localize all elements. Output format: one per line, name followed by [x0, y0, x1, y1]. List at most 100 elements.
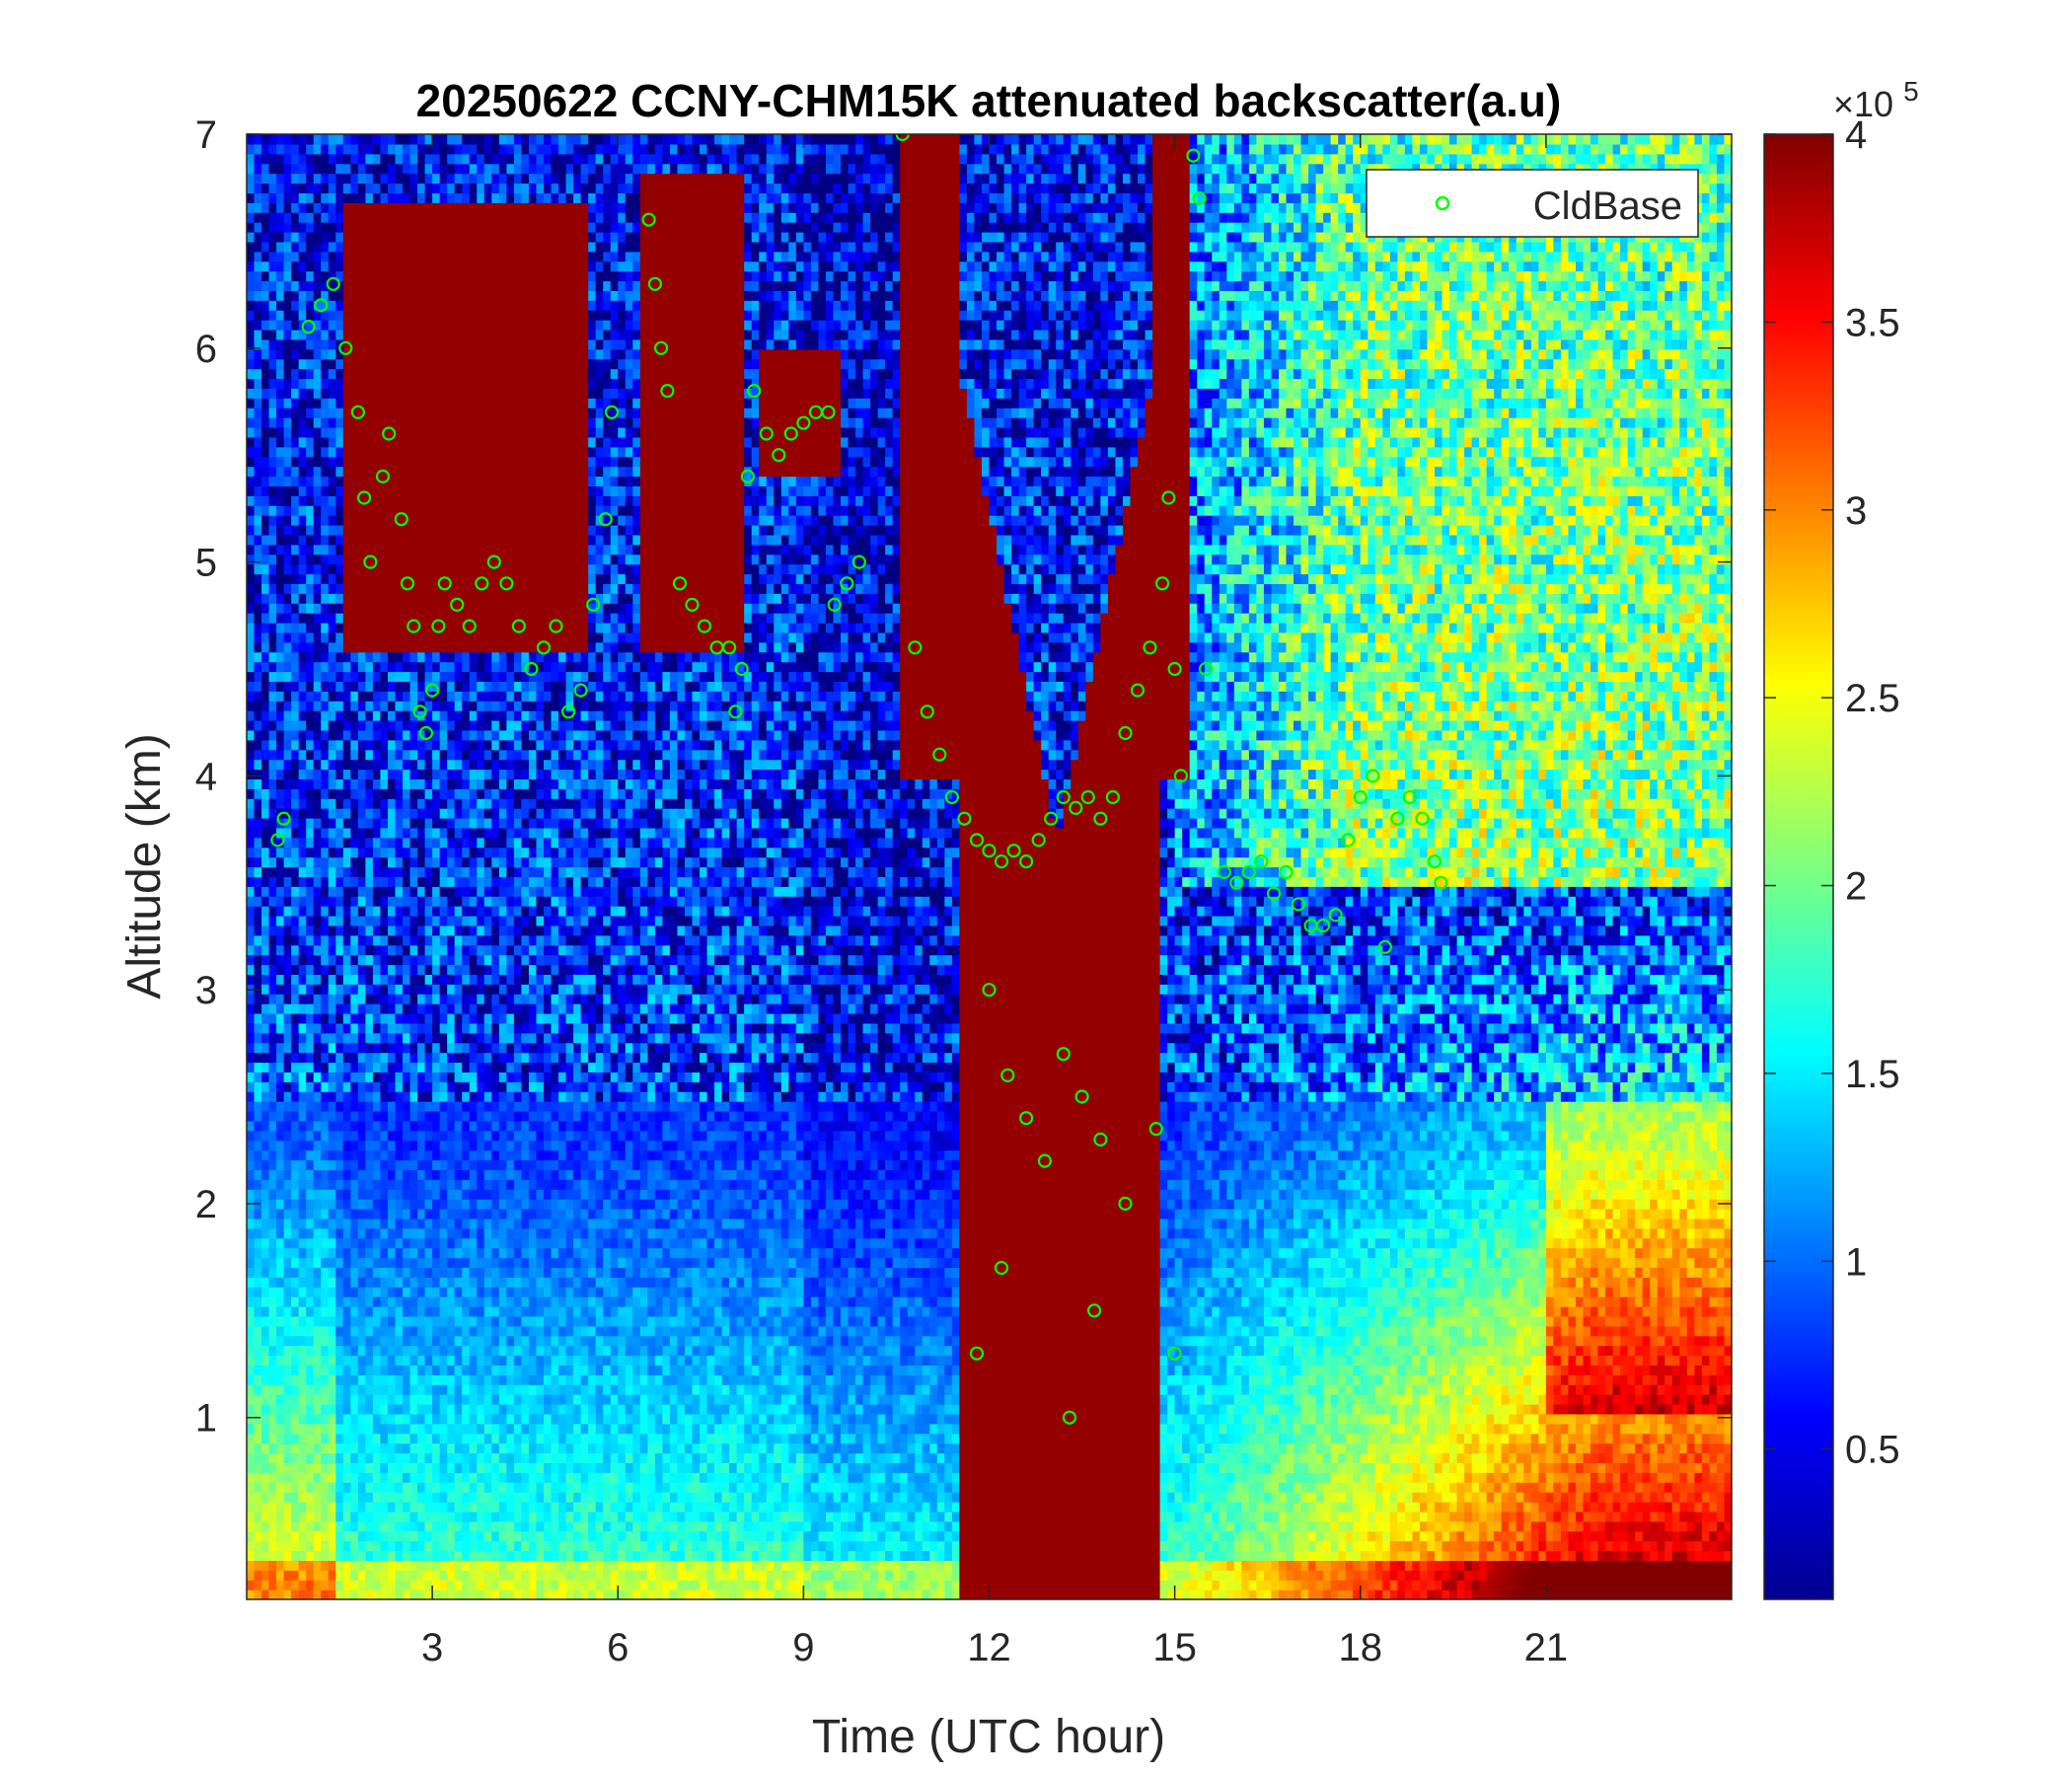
heatmap-cell: [469, 417, 478, 428]
heatmap-cell: [357, 456, 367, 468]
heatmap-cell: [291, 192, 300, 203]
heatmap-cell: [417, 1374, 426, 1385]
heatmap-cell: [328, 330, 336, 340]
heatmap-cell: [276, 290, 285, 301]
heatmap-cell: [469, 661, 478, 673]
heatmap-cell: [276, 183, 285, 193]
heatmap-cell: [283, 847, 292, 858]
heatmap-cell: [261, 446, 270, 458]
heatmap-cell: [254, 476, 262, 486]
heatmap-cell: [454, 818, 463, 829]
heatmap-cell: [372, 1130, 382, 1142]
heatmap-cell: [247, 1335, 256, 1347]
heatmap-cell: [454, 583, 463, 594]
heatmap-cell: [380, 691, 389, 702]
heatmap-cell: [276, 954, 285, 966]
heatmap-cell: [395, 701, 404, 711]
heatmap-cell: [380, 270, 389, 282]
heatmap-cell: [372, 1101, 382, 1112]
heatmap-cell: [417, 1120, 426, 1132]
heatmap-cell: [328, 1404, 336, 1415]
heatmap-cell: [403, 290, 411, 301]
heatmap-cell: [424, 1287, 433, 1297]
heatmap-cell: [417, 320, 426, 331]
heatmap-cell: [254, 525, 262, 536]
heatmap-cell: [424, 270, 433, 282]
heatmap-cell: [454, 798, 463, 809]
heatmap-cell: [268, 916, 277, 926]
heatmap-cell: [491, 1374, 500, 1385]
heatmap-cell: [321, 1560, 330, 1571]
heatmap-cell: [306, 1374, 315, 1385]
heatmap-cell: [321, 934, 330, 946]
heatmap-cell: [387, 563, 397, 575]
heatmap-cell: [254, 906, 262, 917]
heatmap-cell: [365, 876, 374, 887]
heatmap-cell: [454, 525, 463, 536]
heatmap-cell: [350, 1022, 359, 1034]
heatmap-cell: [321, 964, 330, 975]
heatmap-cell: [469, 1580, 478, 1591]
heatmap-cell: [417, 212, 426, 223]
heatmap-cell: [477, 876, 485, 887]
heatmap-cell: [291, 1482, 300, 1493]
heatmap-cell: [247, 1287, 256, 1297]
heatmap-cell: [365, 505, 374, 516]
heatmap-cell: [254, 338, 262, 350]
heatmap-cell: [462, 886, 471, 897]
heatmap-cell: [254, 1511, 262, 1522]
heatmap-cell: [409, 1315, 418, 1327]
heatmap-cell: [350, 495, 359, 506]
heatmap-cell: [409, 1296, 418, 1307]
heatmap-cell: [483, 661, 492, 673]
heatmap-cell: [306, 1052, 315, 1064]
heatmap-cell: [439, 856, 448, 868]
heatmap-cell: [417, 818, 426, 829]
heatmap-cell: [403, 1140, 411, 1151]
heatmap-cell: [283, 1091, 292, 1102]
heatmap-cell: [462, 1072, 471, 1082]
heatmap-cell: [372, 769, 382, 779]
heatmap-cell: [350, 436, 359, 448]
heatmap-cell: [447, 573, 456, 584]
heatmap-cell: [462, 671, 471, 682]
heatmap-cell: [380, 1189, 389, 1200]
heatmap-cell: [283, 837, 292, 849]
heatmap-cell: [268, 320, 277, 331]
heatmap-cell: [462, 1394, 471, 1405]
heatmap-cell: [372, 994, 382, 1004]
heatmap-cell: [342, 202, 351, 213]
heatmap-cell: [432, 994, 441, 1004]
heatmap-cell: [424, 1111, 433, 1122]
heatmap-cell: [432, 1287, 441, 1297]
heatmap-cell: [313, 896, 322, 907]
heatmap-cell: [298, 701, 307, 711]
heatmap-cell: [291, 837, 300, 849]
heatmap-cell: [357, 1394, 367, 1405]
heatmap-cell: [283, 934, 292, 946]
heatmap-cell: [357, 183, 367, 193]
heatmap-cell: [328, 651, 336, 663]
heatmap-cell: [417, 241, 426, 253]
heatmap-cell: [447, 446, 456, 458]
heatmap-cell: [424, 1189, 433, 1200]
heatmap-cell: [462, 778, 471, 789]
heatmap-cell: [462, 1550, 471, 1561]
heatmap-cell: [328, 1472, 336, 1483]
heatmap-cell: [409, 681, 418, 692]
heatmap-cell: [387, 1423, 397, 1435]
heatmap-cell: [306, 153, 315, 165]
heatmap-cell: [387, 593, 397, 604]
heatmap-cell: [254, 739, 262, 751]
heatmap-cell: [424, 485, 433, 496]
heatmap-cell: [357, 417, 367, 428]
heatmap-cell: [328, 808, 336, 819]
heatmap-cell: [395, 954, 404, 966]
heatmap-cell: [439, 1218, 448, 1229]
heatmap-cell: [342, 1472, 351, 1483]
heatmap-cell: [283, 1101, 292, 1112]
heatmap-cell: [477, 1413, 485, 1425]
heatmap-cell: [283, 1287, 292, 1297]
heatmap-cell: [387, 671, 397, 682]
heatmap-cell: [261, 856, 270, 868]
